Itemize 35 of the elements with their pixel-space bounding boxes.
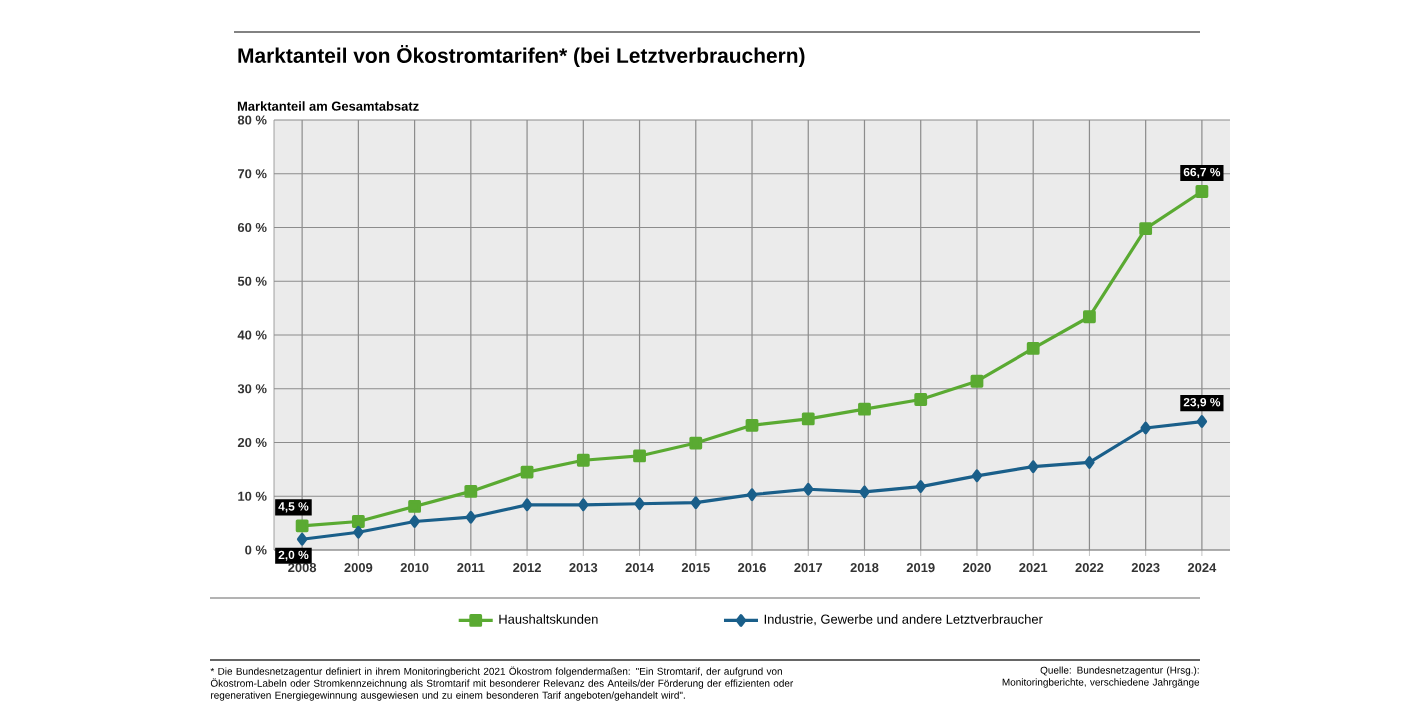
point — [353, 525, 364, 539]
point — [520, 465, 534, 479]
point — [970, 374, 984, 388]
point — [409, 515, 420, 528]
point — [1140, 421, 1151, 435]
point — [1028, 460, 1039, 474]
point — [521, 498, 533, 512]
point — [971, 469, 983, 483]
point — [1083, 310, 1096, 324]
point — [634, 497, 645, 511]
point — [1026, 342, 1040, 355]
point — [914, 393, 928, 406]
chart-title: Marktanteil von Ökostromtarifen* (bei Letztverbrauchern) — [238, 44, 805, 68]
point — [690, 496, 701, 510]
point — [858, 402, 871, 416]
point — [1195, 185, 1209, 198]
point — [1084, 455, 1095, 469]
point — [464, 485, 478, 498]
point — [408, 500, 421, 513]
point — [801, 412, 815, 426]
point — [633, 449, 646, 463]
point — [745, 418, 759, 432]
point — [465, 510, 477, 524]
point — [746, 488, 758, 502]
point — [689, 436, 703, 450]
point — [1196, 415, 1208, 428]
point — [296, 532, 308, 546]
point — [859, 485, 870, 499]
point — [351, 515, 365, 528]
point — [576, 453, 590, 467]
point — [295, 519, 309, 533]
point — [915, 480, 926, 493]
point — [578, 498, 589, 512]
point — [1139, 222, 1153, 235]
point — [803, 482, 814, 496]
